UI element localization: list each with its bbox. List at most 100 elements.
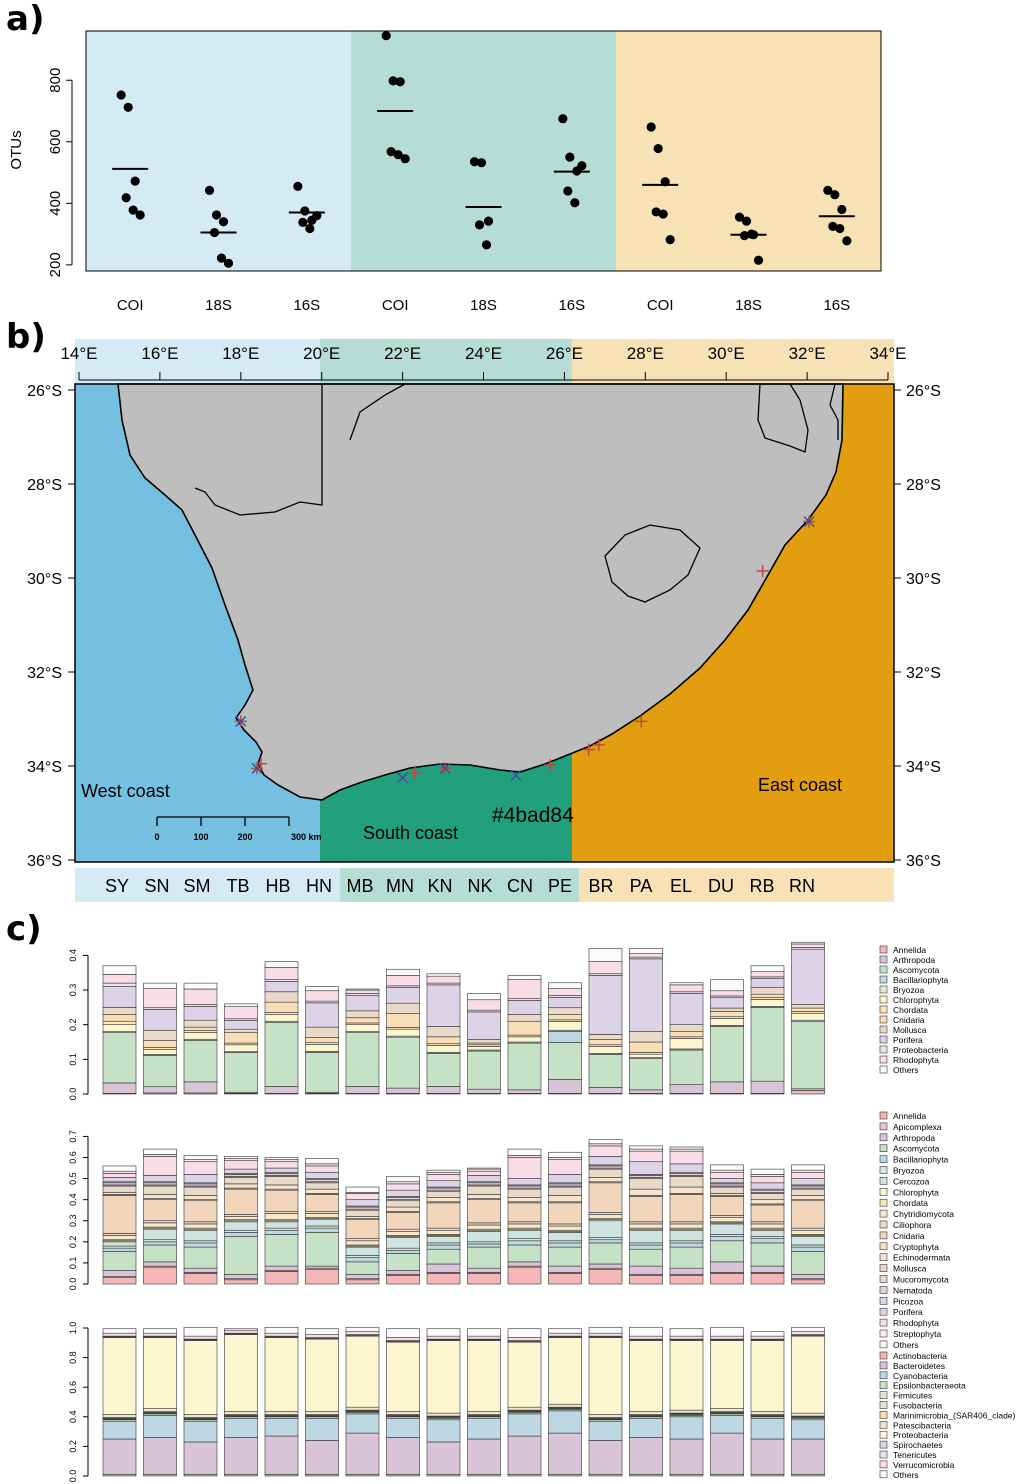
bar-segment xyxy=(345,1024,380,1032)
bar-segment xyxy=(143,1199,177,1222)
bar-segment xyxy=(507,1178,542,1186)
site-marker xyxy=(803,515,816,528)
bar-segment xyxy=(305,1232,339,1267)
bar-segment xyxy=(345,1246,380,1256)
data-point xyxy=(395,77,405,87)
bar-segment xyxy=(750,1238,785,1244)
bar-segment xyxy=(629,1242,663,1246)
legend-swatch xyxy=(879,1361,888,1370)
bar-segment xyxy=(345,1186,380,1193)
bar-segment xyxy=(102,1182,137,1186)
bar-segment xyxy=(224,1274,258,1280)
bar-segment xyxy=(386,1328,420,1338)
bar-segment xyxy=(386,1176,420,1183)
bar-segment xyxy=(629,1244,663,1250)
bar-segment xyxy=(629,1340,663,1412)
bar-segment xyxy=(750,1411,785,1415)
stacked-bar xyxy=(629,948,663,1095)
bar-segment xyxy=(669,1335,704,1340)
site-strip-west xyxy=(75,868,340,902)
y-tick-label: 0.2 xyxy=(68,1236,78,1249)
data-point xyxy=(209,227,220,238)
bar-segment xyxy=(588,1214,623,1219)
bar-segment xyxy=(264,1161,299,1169)
bar-segment xyxy=(669,1084,704,1094)
data-point xyxy=(216,253,227,263)
y-tick-label: 0.2 xyxy=(68,1440,78,1453)
bar-segment xyxy=(629,1148,663,1152)
bar-segment xyxy=(791,1246,825,1252)
bar-segment xyxy=(588,1054,623,1088)
bar-segment xyxy=(305,1002,339,1028)
legend-swatch xyxy=(879,1155,888,1163)
bar-segment xyxy=(467,1273,501,1285)
stacked-bar xyxy=(669,1146,704,1285)
legend-swatch xyxy=(879,1307,888,1316)
bar-segment xyxy=(548,1410,582,1434)
bar-segment xyxy=(467,1267,501,1273)
bar-segment xyxy=(305,1210,339,1214)
bar-segment xyxy=(305,990,339,1002)
data-point xyxy=(123,102,133,112)
y-tick-label: 0.0 xyxy=(68,1278,78,1291)
bar-segment xyxy=(183,1273,218,1285)
bar-segment xyxy=(629,1229,663,1244)
marker-x-b xyxy=(510,769,522,781)
bar-segment xyxy=(750,1007,785,1082)
bar-segment xyxy=(224,1020,258,1030)
site-label-pa: PA xyxy=(630,876,653,896)
bar-segment xyxy=(750,1168,785,1175)
bar-segment xyxy=(669,1409,704,1414)
bar-segment xyxy=(345,1238,380,1242)
data-point xyxy=(223,258,234,268)
bar-segment xyxy=(629,1178,663,1190)
bar-segment xyxy=(669,984,704,993)
bar-segment xyxy=(264,1157,299,1160)
bar-segment xyxy=(507,1020,542,1036)
legend-swatch xyxy=(879,975,888,984)
bar-segment xyxy=(102,1235,137,1241)
marker-x-b xyxy=(235,715,247,727)
bar-segment xyxy=(750,1223,785,1229)
bar-segment xyxy=(224,1028,258,1033)
bar-segment xyxy=(548,1432,582,1475)
bar-segment xyxy=(467,1222,501,1226)
bar-segment xyxy=(507,1341,542,1408)
bar-segment xyxy=(224,1177,258,1185)
bar-segment xyxy=(183,1414,218,1418)
site-label-hb: HB xyxy=(265,876,290,896)
bar-segment xyxy=(102,1170,137,1174)
bar-segment xyxy=(710,1415,744,1434)
legend-swatch xyxy=(879,955,888,964)
site-label-mn: MN xyxy=(386,876,414,896)
color-code-annotation: #4bad84 xyxy=(492,804,574,827)
lesotho-border xyxy=(604,524,701,603)
legend-swatch xyxy=(879,1450,888,1459)
bar-segment xyxy=(791,1438,825,1475)
bar-segment xyxy=(224,1411,258,1415)
bar-segment xyxy=(507,1238,542,1242)
legend-label: Bryozoa xyxy=(893,985,924,995)
bar-segment xyxy=(345,1406,380,1411)
panel-label-c: c) xyxy=(6,909,42,949)
data-point xyxy=(305,223,315,234)
legend-label: Nematoda xyxy=(893,1285,932,1295)
bar-segment xyxy=(345,1257,380,1263)
bar-segment xyxy=(345,1326,380,1333)
bar-segment xyxy=(467,1246,501,1269)
legend-swatch xyxy=(879,1371,888,1380)
bar-segment xyxy=(467,1011,501,1040)
bar-segment xyxy=(588,1034,623,1040)
legend-label: Patescibacteria xyxy=(893,1420,951,1430)
bar-segment xyxy=(588,1212,623,1215)
bar-segment xyxy=(264,1234,299,1267)
bar-segment xyxy=(507,1435,542,1475)
bar-segment xyxy=(710,1335,744,1340)
site-marker xyxy=(592,738,605,751)
bar-segment xyxy=(669,1416,704,1440)
stacked-bar xyxy=(183,1155,218,1285)
bar-segment xyxy=(183,1039,218,1083)
legend-label: Mollusca xyxy=(893,1264,927,1274)
bar-segment xyxy=(143,1182,177,1186)
bar-segment xyxy=(345,1017,380,1024)
